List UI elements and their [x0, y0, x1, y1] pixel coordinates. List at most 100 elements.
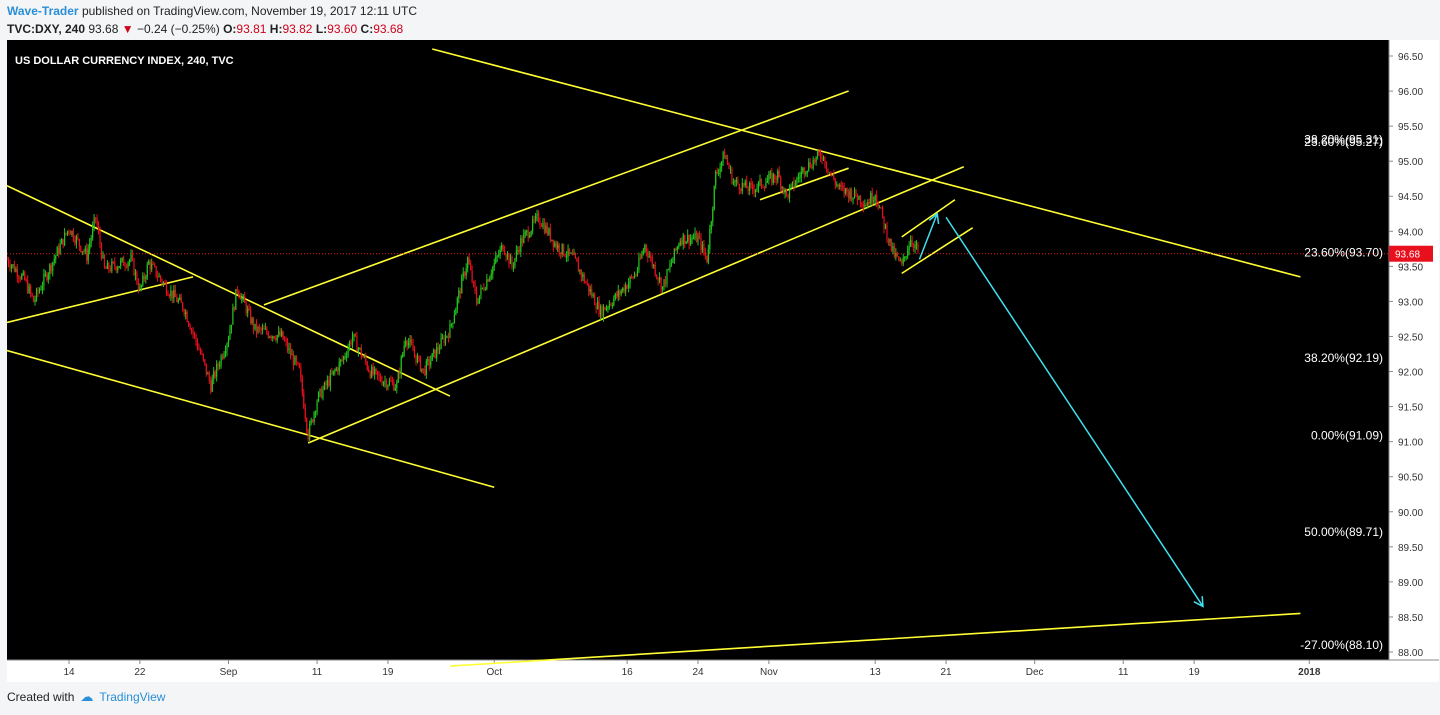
candle-body	[828, 172, 831, 174]
fib-level-label: 50.00%(89.71)	[1304, 525, 1383, 539]
candle-body	[37, 289, 39, 293]
candle-body	[515, 250, 517, 259]
candle-body	[273, 336, 275, 339]
candle-body	[636, 270, 639, 275]
candle-body	[213, 371, 215, 379]
candle-body	[176, 297, 178, 303]
projection-arrow[interactable]	[918, 212, 940, 260]
trendline[interactable]	[901, 227, 974, 275]
candle-body	[377, 370, 379, 376]
candle-body	[653, 265, 655, 267]
plot-area[interactable]	[7, 40, 1389, 660]
candle-body	[744, 180, 746, 186]
candle-body	[766, 180, 768, 183]
candle-body	[561, 244, 563, 255]
candle-body	[149, 261, 151, 270]
candle-body	[821, 158, 823, 160]
candle-body	[555, 242, 557, 249]
candle-body	[345, 355, 348, 357]
candle-body	[794, 183, 797, 188]
candle-body	[201, 353, 203, 355]
candle-body	[839, 185, 841, 187]
price-chart[interactable]: 96.50 96.00 95.50 95.00 94.50 94.00 93.50 93.00…	[7, 40, 1439, 682]
candle-body	[509, 257, 512, 264]
candle-body	[608, 304, 611, 308]
candle-body	[323, 382, 326, 390]
trendline[interactable]	[432, 48, 1301, 278]
candle-body	[300, 367, 302, 378]
fib-level-label: -27.00%(88.10)	[1300, 638, 1383, 652]
candle-body	[626, 285, 628, 289]
candle-body	[340, 359, 342, 362]
candle-body	[394, 388, 396, 391]
candle-body	[24, 272, 26, 280]
trendline[interactable]	[263, 90, 849, 306]
candle-body	[749, 183, 751, 191]
price-tick-label: 90.50	[1398, 473, 1423, 484]
fib-level-label: 23.60%(93.70)	[1304, 245, 1383, 259]
candle-body	[580, 270, 582, 277]
candle-body	[616, 293, 618, 297]
trendline[interactable]	[901, 199, 956, 238]
candle-body	[264, 328, 266, 330]
candle-body	[285, 340, 287, 342]
candle-body	[850, 190, 853, 201]
candle-body	[682, 234, 684, 245]
tradingview-brand[interactable]: TradingView	[99, 690, 166, 704]
candle-body	[684, 234, 686, 244]
candle-body	[721, 161, 723, 167]
candle-body	[775, 179, 777, 181]
candle-body	[93, 217, 95, 227]
candle-body	[480, 287, 482, 296]
candle-body	[602, 307, 605, 317]
candle-body	[9, 264, 11, 269]
candle-body	[316, 401, 318, 412]
price-tick-label: 92.00	[1398, 368, 1423, 379]
trendline[interactable]	[449, 612, 1301, 667]
candle-body	[505, 254, 507, 258]
candle-body	[89, 243, 91, 250]
candle-body	[269, 336, 271, 338]
candle-body	[220, 355, 222, 366]
author-link[interactable]: Wave-Trader	[7, 4, 79, 18]
candle-body	[275, 338, 277, 341]
candle-body	[348, 341, 351, 349]
candle-body	[282, 331, 284, 340]
trendline[interactable]	[7, 184, 451, 397]
candle-body	[106, 262, 109, 269]
candle-body	[118, 266, 120, 268]
time-axis[interactable]	[7, 660, 1389, 682]
candle-body	[667, 269, 670, 271]
candle-body	[859, 195, 862, 204]
candle-body	[716, 171, 718, 173]
candle-body	[883, 216, 885, 229]
candle-body	[893, 246, 895, 257]
candle-body	[250, 309, 252, 324]
candle-body	[12, 264, 14, 266]
candle-body	[214, 371, 216, 377]
candle-body	[419, 356, 422, 372]
fib-level-label: 38.20%(95.31)	[1304, 132, 1383, 146]
candle-body	[337, 368, 339, 372]
price-axis[interactable]	[1389, 40, 1439, 682]
candle-body	[276, 335, 278, 341]
candle-body	[560, 252, 562, 255]
candle-body	[690, 238, 692, 245]
candle-body	[244, 295, 246, 303]
candle-body	[548, 228, 550, 235]
candle-body	[691, 238, 693, 240]
candle-body	[86, 248, 88, 261]
candle-body	[471, 269, 473, 282]
trendline[interactable]	[7, 349, 495, 488]
candle-body	[161, 279, 163, 284]
candle-body	[363, 356, 365, 358]
price-tick-label: 96.50	[1398, 52, 1423, 63]
projection-arrow[interactable]	[945, 216, 1204, 608]
candle-body	[328, 379, 330, 386]
candle-body	[650, 256, 652, 258]
candle-body	[884, 225, 887, 229]
trendline[interactable]	[307, 166, 965, 444]
candle-body	[227, 339, 230, 344]
candle-body	[666, 269, 668, 285]
candle-body	[130, 254, 132, 261]
